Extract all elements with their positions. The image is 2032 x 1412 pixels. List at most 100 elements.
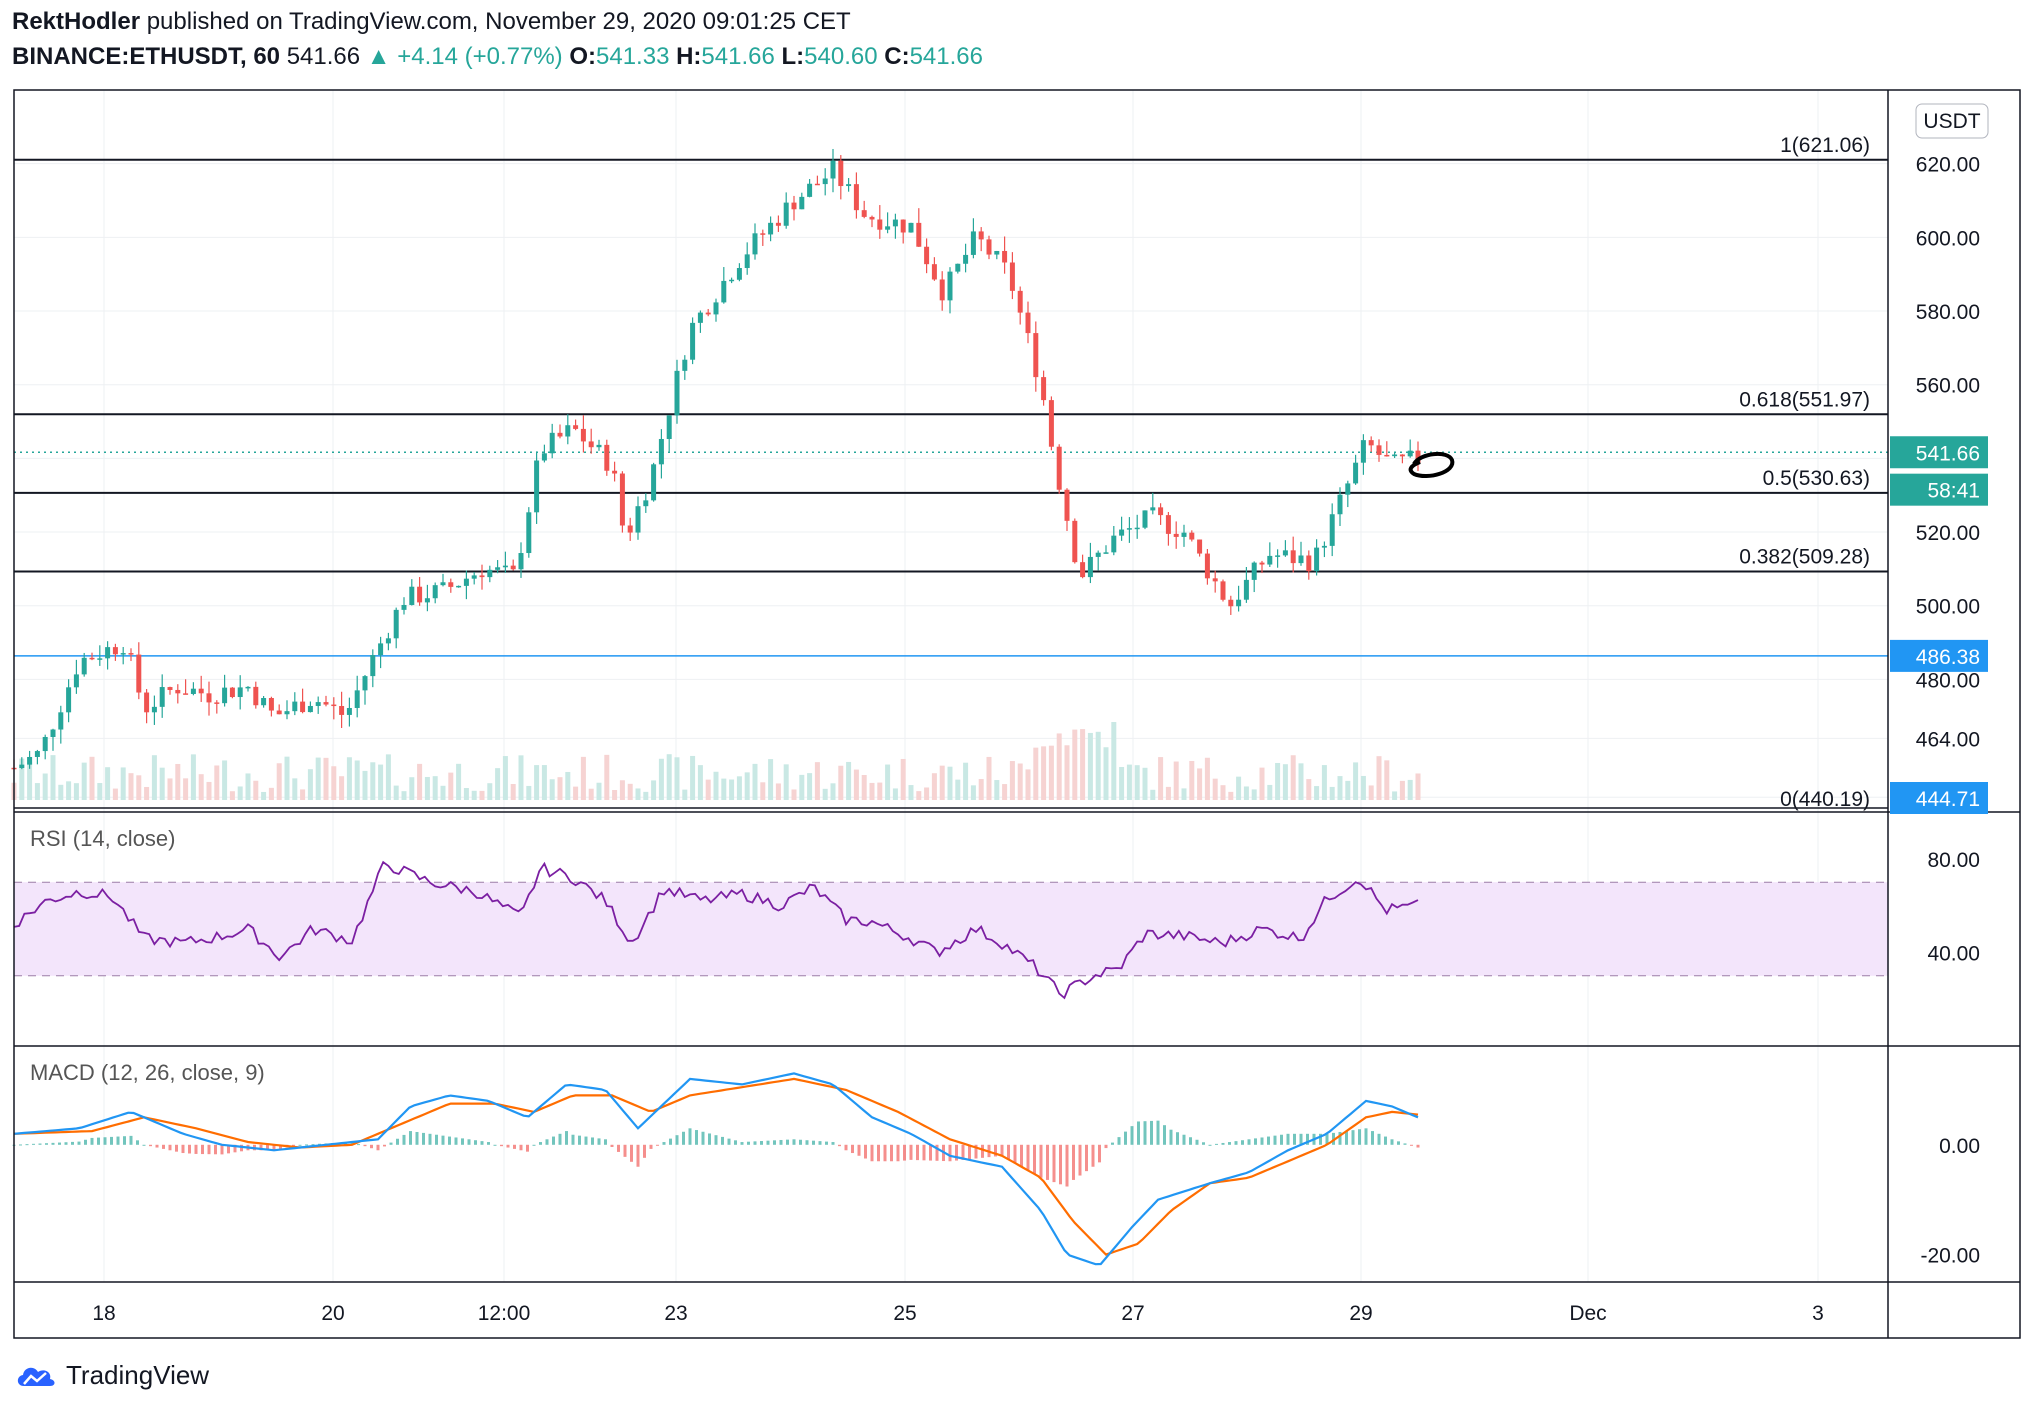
candle-body <box>1080 562 1086 578</box>
high-label: H: <box>676 43 702 70</box>
macd-histogram-bar <box>90 1137 94 1145</box>
macd-histogram-bar <box>454 1137 458 1145</box>
macd-histogram-bar <box>32 1143 35 1145</box>
macd-histogram-bar <box>753 1141 757 1145</box>
macd-histogram-bar <box>935 1144 939 1161</box>
macd-histogram-bar <box>701 1131 705 1145</box>
volume-bar <box>1048 745 1054 800</box>
volume-bar <box>775 783 781 800</box>
candle-body <box>159 687 165 707</box>
macd-histogram-bar <box>734 1140 737 1145</box>
candle-body <box>346 707 352 715</box>
macd-histogram-bar <box>500 1144 503 1147</box>
macd-histogram-bar <box>896 1144 900 1162</box>
volume-bar <box>1033 747 1039 800</box>
candle-body <box>994 250 1000 255</box>
volume-bar <box>658 758 664 800</box>
volume-bar <box>635 788 641 800</box>
volume-bar <box>799 774 805 800</box>
candle-body <box>963 254 969 264</box>
symbol[interactable]: BINANCE:ETHUSDT, 60 <box>12 43 281 70</box>
macd-histogram-bar <box>1228 1142 1231 1145</box>
macd-histogram-bar <box>422 1132 425 1145</box>
volume-bar <box>190 754 196 800</box>
volume-bar <box>214 765 220 800</box>
candle-body <box>799 196 805 210</box>
macd-histogram-bar <box>1091 1144 1095 1167</box>
volume-bar <box>612 790 618 800</box>
tradingview-logo[interactable]: TradingView <box>14 1360 209 1391</box>
candle-body <box>1119 529 1125 536</box>
price-label-text: 541.66 <box>1916 442 1980 465</box>
macd-histogram-bar <box>1345 1131 1348 1145</box>
candle-body <box>939 279 945 301</box>
macd-histogram-bar <box>227 1144 230 1154</box>
macd-histogram-bar <box>194 1144 198 1154</box>
candle-body <box>323 702 329 705</box>
volume-bar <box>1041 746 1047 800</box>
macd-histogram-bar <box>149 1144 152 1147</box>
volume-bar <box>331 766 337 800</box>
volume-bar <box>1314 786 1320 800</box>
candle-body <box>853 184 859 211</box>
macd-histogram-bar <box>1065 1144 1069 1187</box>
volume-bar <box>268 787 274 800</box>
macd-histogram-bar <box>1202 1142 1205 1145</box>
author[interactable]: RektHodler <box>12 8 141 35</box>
candle-body <box>73 674 79 688</box>
candle-body <box>518 553 524 570</box>
macd-histogram-bar <box>1247 1139 1251 1145</box>
candle-body <box>1290 550 1296 564</box>
macd-histogram-bar <box>435 1134 438 1145</box>
candle-body <box>565 425 571 437</box>
macd-histogram-bar <box>1221 1142 1225 1145</box>
volume-bar <box>487 783 493 800</box>
macd-histogram-bar <box>402 1134 406 1145</box>
volume-bar <box>206 781 212 800</box>
macd-histogram-bar <box>1416 1144 1420 1148</box>
candle-body <box>1033 333 1039 378</box>
price-label-text: 58:41 <box>1927 480 1980 503</box>
volume-bar <box>682 789 688 800</box>
candle-body <box>1353 462 1359 484</box>
volume-bar <box>1392 791 1398 800</box>
candle-body <box>1095 552 1101 557</box>
volume-bar <box>580 756 586 800</box>
macd-histogram-bar <box>604 1139 607 1145</box>
macd-histogram-bar <box>318 1143 321 1145</box>
candle-body <box>1407 450 1413 457</box>
hand-drawn-circle <box>1408 451 1455 479</box>
candle-body <box>1251 562 1257 580</box>
currency-button[interactable]: USDT <box>1915 103 1989 139</box>
volume-bar <box>1360 775 1366 800</box>
candle-body <box>534 460 540 513</box>
currency-button-label[interactable]: USDT <box>1923 110 1980 133</box>
candle-body <box>1236 599 1242 607</box>
volume-bar <box>1376 756 1382 800</box>
macd-histogram-bar <box>506 1144 510 1148</box>
macd-histogram-bar <box>1163 1125 1166 1145</box>
open-label: O: <box>569 43 597 70</box>
macd-histogram-bar <box>981 1144 984 1158</box>
candle-body <box>300 701 306 713</box>
volume-bar <box>721 778 727 800</box>
macd-histogram-bar <box>513 1144 516 1149</box>
candle-body <box>978 231 984 240</box>
candle-body <box>916 222 922 247</box>
macd-histogram-bar <box>617 1144 620 1152</box>
volume-bar <box>1173 761 1179 800</box>
candle-body <box>729 279 735 282</box>
low-value: 540.60 <box>804 43 878 70</box>
candle-body <box>268 698 274 711</box>
candle-body <box>1220 581 1226 600</box>
time-tick: 29 <box>1349 1302 1372 1325</box>
volume-bar <box>237 786 243 800</box>
volume-bar <box>97 783 103 800</box>
macd-histogram-bar <box>1377 1133 1381 1145</box>
candle-body <box>970 231 976 255</box>
volume-bar <box>89 756 95 800</box>
macd-histogram-bar <box>623 1144 627 1157</box>
volume-bar <box>370 762 376 800</box>
volume-bar <box>877 782 883 800</box>
